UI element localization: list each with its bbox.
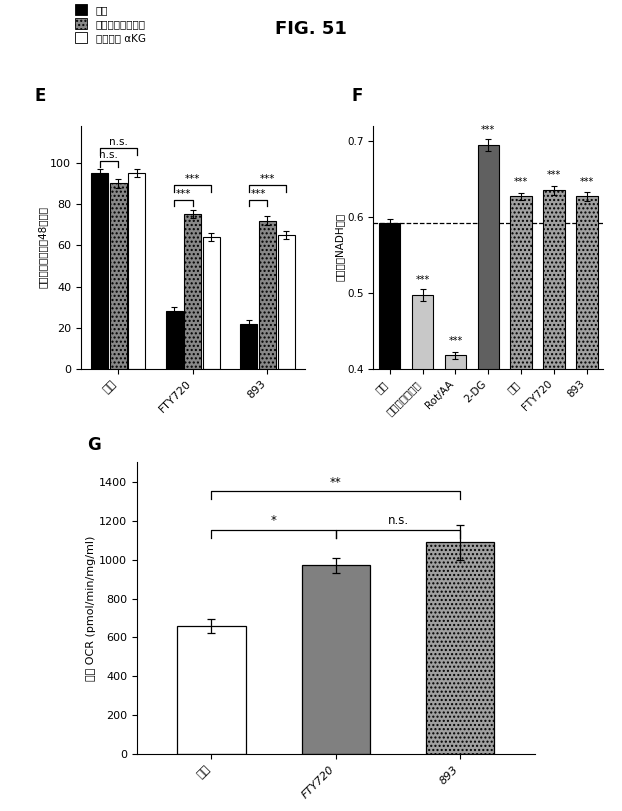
Bar	[445, 355, 466, 673]
Text: ***: ***	[251, 189, 266, 199]
Bar	[544, 191, 565, 673]
Text: ***: ***	[185, 174, 200, 184]
Bar	[277, 235, 295, 369]
Bar	[165, 311, 183, 369]
Text: *: *	[271, 514, 277, 527]
Text: n.s.: n.s.	[388, 514, 409, 527]
Text: FIG. 51: FIG. 51	[275, 20, 347, 38]
Bar	[259, 221, 276, 369]
Bar	[240, 324, 258, 369]
Text: ***: ***	[448, 337, 463, 346]
Text: ***: ***	[547, 170, 561, 181]
Bar	[109, 183, 127, 369]
Bar	[177, 626, 246, 754]
Text: E: E	[34, 88, 45, 105]
Y-axis label: 生存パーセント（48時間）: 生存パーセント（48時間）	[37, 206, 47, 289]
Text: ***: ***	[176, 189, 191, 199]
Text: G: G	[87, 436, 101, 454]
Text: ***: ***	[514, 177, 528, 187]
Text: ***: ***	[580, 177, 594, 187]
Bar	[203, 237, 220, 369]
Bar	[426, 542, 494, 754]
Y-axis label: 結合したNADH画分: 結合したNADH画分	[334, 213, 344, 281]
Text: ***: ***	[415, 276, 430, 285]
Text: ***: ***	[260, 174, 275, 184]
Bar	[128, 173, 146, 369]
Bar	[478, 144, 499, 673]
Text: **: **	[330, 475, 341, 488]
Bar	[302, 565, 370, 754]
Bar	[576, 196, 598, 673]
Text: n.s.: n.s.	[100, 150, 118, 160]
Bar	[412, 295, 433, 673]
Bar	[379, 223, 401, 673]
Text: ***: ***	[481, 125, 495, 135]
Bar	[511, 196, 532, 673]
Text: F: F	[351, 88, 363, 105]
Bar	[184, 214, 202, 369]
Y-axis label: 基礎 OCR (pmol/min/mg/ml): 基礎 OCR (pmol/min/mg/ml)	[86, 535, 96, 681]
Bar	[91, 173, 108, 369]
Legend: 対照, ピルビン酸メチル, ジメチル αKG: 対照, ピルビン酸メチル, ジメチル αKG	[75, 4, 146, 43]
Text: n.s.: n.s.	[109, 137, 128, 148]
